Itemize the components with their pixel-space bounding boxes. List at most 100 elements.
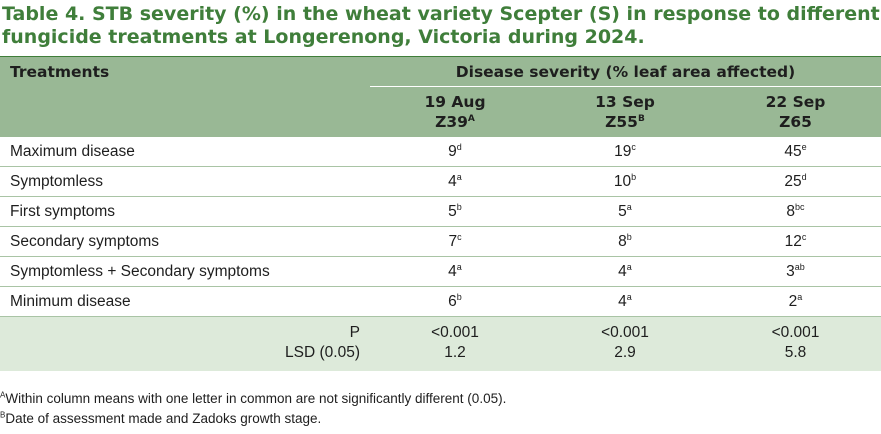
lsd-value: 1.2: [370, 343, 540, 371]
table-row: First symptoms 5b 5a 8bc: [0, 196, 881, 227]
severity-value: 25: [784, 172, 802, 190]
significance-letter: d: [801, 171, 807, 182]
severity-cell: 19c: [540, 137, 710, 167]
p-value: <0.001: [370, 316, 540, 343]
severity-cell: 8bc: [710, 196, 881, 227]
column-header-13-sep: 13 Sep Z55B: [540, 87, 710, 138]
significance-letter: ab: [794, 261, 805, 272]
significance-letter: a: [456, 171, 462, 182]
p-label: P: [0, 316, 370, 343]
severity-cell: 5a: [540, 196, 710, 227]
header-row-2: 19 Aug Z39A 13 Sep Z55B 22 Sep Z65: [0, 86, 881, 138]
p-value: <0.001: [710, 316, 881, 343]
significance-letter: a: [626, 201, 632, 212]
footnote-marker: A: [467, 113, 475, 124]
severity-value: 19: [614, 142, 632, 160]
severity-value: 9: [448, 142, 457, 160]
significance-letter: d: [456, 141, 462, 152]
column-date: 13 Sep: [595, 93, 655, 111]
severity-value: 45: [784, 142, 802, 160]
significance-letter: b: [631, 171, 637, 182]
severity-value: 4: [448, 172, 457, 190]
severity-cell: 45e: [710, 137, 881, 167]
table-title: Table 4. STB severity (%) in the wheat v…: [2, 3, 880, 48]
severity-value: 5: [618, 202, 627, 220]
lsd-value: 5.8: [710, 343, 881, 371]
significance-letter: b: [456, 291, 462, 302]
significance-letter: b: [456, 201, 462, 212]
severity-cell: 4a: [370, 256, 540, 287]
treatment-label: Maximum disease: [10, 142, 135, 160]
footnote-a: AWithin column means with one letter in …: [0, 389, 880, 409]
column-header-19-aug: 19 Aug Z39A: [370, 87, 540, 138]
severity-cell: 7c: [370, 226, 540, 257]
severity-value: 4: [448, 262, 457, 280]
footnotes: AWithin column means with one letter in …: [0, 389, 880, 429]
header-blank-cell: [0, 87, 370, 138]
column-header-22-sep: 22 Sep Z65: [710, 87, 881, 138]
header-row-1: Treatments Disease severity (% leaf area…: [0, 56, 881, 87]
column-date: 19 Aug: [424, 93, 486, 111]
severity-value: 2: [788, 292, 798, 310]
table-row: Symptomless + Secondary symptoms 4a 4a 3ab: [0, 256, 881, 287]
severity-value: 7: [448, 232, 458, 250]
significance-letter: e: [801, 141, 807, 152]
treatment-rows: Maximum disease 9d 19c 45e Symptomless 4a 10b 2…: [0, 137, 881, 317]
significance-letter: b: [626, 231, 632, 242]
severity-cell: 3ab: [710, 256, 881, 287]
severity-value: 12: [784, 232, 802, 250]
severity-cell: 10b: [540, 166, 710, 197]
severity-cell: 25d: [710, 166, 881, 197]
treatment-label: Symptomless + Secondary symptoms: [0, 256, 370, 287]
significance-letter: a: [797, 291, 803, 302]
severity-cell: 4a: [540, 256, 710, 287]
footnote-b: BDate of assessment made and Zadoks grow…: [0, 409, 880, 429]
severity-value: 4: [618, 262, 627, 280]
significance-letter: c: [457, 231, 462, 242]
table-row: Symptomless 4a 10b 25d: [0, 166, 881, 197]
table-row: Maximum disease 9d 19c 45e: [0, 137, 881, 167]
lsd-row: LSD (0.05) 1.2 2.9 5.8: [0, 343, 881, 371]
footnote-marker: B: [637, 113, 645, 124]
p-value: <0.001: [540, 316, 710, 343]
column-stage: Z65: [779, 113, 812, 131]
severity-cell: 5b: [370, 196, 540, 227]
lsd-label: LSD (0.05): [0, 343, 370, 371]
treatment-label: First symptoms: [0, 196, 370, 227]
table-row: Minimum disease 6b 4a 2a: [0, 286, 881, 317]
disease-severity-header: Disease severity (% leaf area affected): [370, 56, 881, 87]
column-date: 22 Sep: [765, 93, 826, 111]
severity-cell: 8b: [540, 226, 710, 257]
significance-letter: a: [626, 261, 632, 272]
significance-letter: bc: [795, 201, 805, 212]
treatment-label: Symptomless: [0, 166, 370, 197]
column-stage: Z39: [435, 113, 468, 131]
severity-value: 8: [618, 232, 627, 250]
footnote-mark: A: [0, 390, 6, 400]
footnote-mark: B: [0, 410, 6, 420]
treatment-label: Secondary symptoms: [0, 226, 370, 257]
footnote-text: Within column means with one letter in c…: [5, 391, 507, 406]
p-value-row: P <0.001 <0.001 <0.001: [0, 316, 881, 343]
severity-value: 10: [613, 172, 632, 190]
severity-cell: 4a: [370, 166, 540, 197]
severity-value: 5: [448, 202, 457, 220]
severity-value: 6: [448, 292, 457, 310]
lsd-value: 2.9: [540, 343, 710, 371]
severity-cell: 4a: [540, 286, 710, 317]
significance-letter: a: [456, 261, 462, 272]
statistics-rows: P <0.001 <0.001 <0.001 LSD (0.05) 1.2 2.…: [0, 316, 881, 371]
footnote-text: Date of assessment made and Zadoks growt…: [5, 411, 322, 426]
significance-letter: c: [631, 141, 636, 152]
table-row: Secondary symptoms 7c 8b 12c: [0, 226, 881, 257]
severity-value: 8: [786, 202, 796, 220]
severity-value: 4: [618, 292, 627, 310]
column-stage: Z55: [605, 113, 638, 131]
severity-table: Treatments Disease severity (% leaf area…: [0, 56, 881, 371]
significance-letter: c: [801, 231, 807, 242]
severity-cell: 6b: [370, 286, 540, 317]
treatments-header: Treatments: [10, 62, 110, 81]
severity-value: 3: [786, 262, 795, 280]
severity-cell: 9d: [370, 137, 540, 167]
